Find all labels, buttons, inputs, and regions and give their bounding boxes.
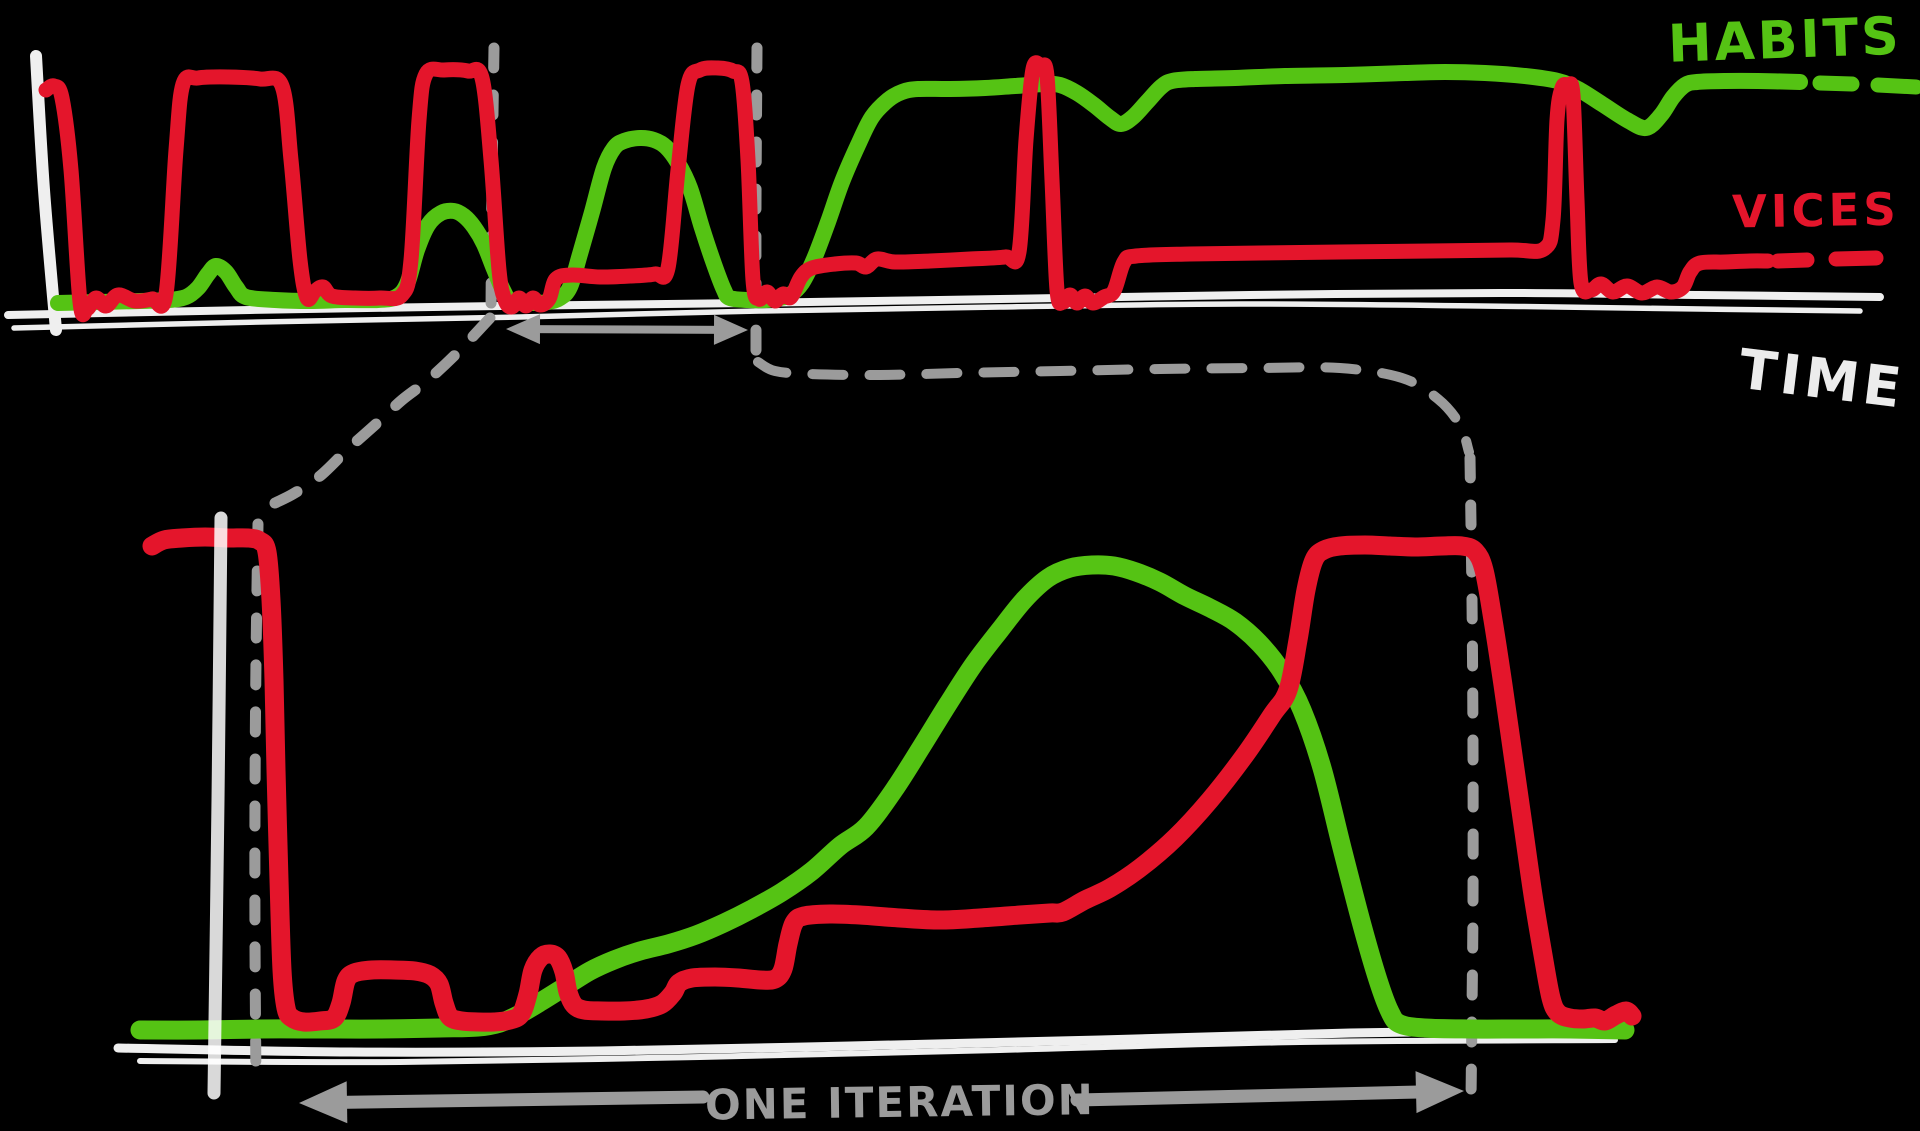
time-axis-bottom-line (113, 1024, 1633, 1057)
vices-curve-top (38, 55, 1776, 323)
habits-label: HABITS (1667, 7, 1903, 75)
habits-curve-top-dashes (1812, 75, 1920, 95)
arrows-layer (299, 314, 1464, 1124)
one-iteration-label: ONE ITERATION (705, 1075, 1096, 1129)
time-axis-label: TIME (1735, 337, 1908, 421)
vices-curve-top-dashes (1770, 250, 1884, 269)
vices-label: VICES (1732, 183, 1901, 239)
time-axis-top-echo (11, 301, 1863, 331)
labels-layer: HABITS VICES TIME ONE ITERATION (705, 7, 1909, 1130)
zoom-span-arrow-shaft (525, 325, 729, 334)
one-iteration-arrow-right-shaft (1070, 1085, 1437, 1107)
zoom-guide-right-vertical (1464, 452, 1479, 1106)
y-axis-bottom (207, 511, 228, 1100)
one-iteration-arrow-right-head (1415, 1071, 1464, 1114)
axis-overlay-layer (207, 511, 228, 1100)
vices-curve-bottom (142, 527, 1642, 1032)
zoom-span-arrow-head-left (506, 314, 541, 345)
zoom-guide-left-vertical (249, 518, 264, 1091)
curves-layer (38, 55, 1920, 1040)
time-axis-bottom-echo (137, 1037, 1618, 1066)
one-iteration-arrow-left-shaft (326, 1090, 710, 1109)
one-iteration-arrow-left-head (299, 1081, 348, 1124)
zoom-guide-right-connector (753, 357, 1474, 457)
habits-curve-bottom (130, 555, 1635, 1040)
zoom-span-arrow-head-right (713, 314, 748, 345)
zoom-guide-left-diagonal (253, 312, 496, 524)
